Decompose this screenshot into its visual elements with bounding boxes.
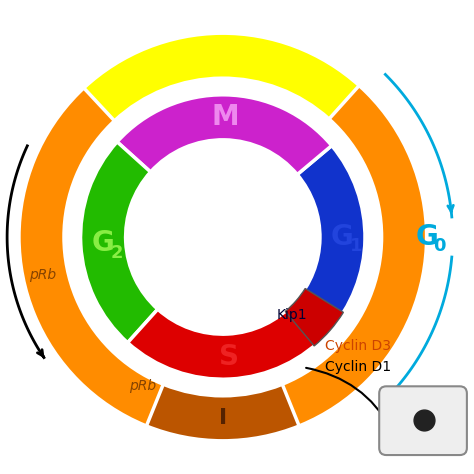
Text: I: I bbox=[219, 408, 227, 428]
Text: G: G bbox=[331, 223, 354, 251]
Text: pRb: pRb bbox=[29, 268, 56, 282]
Wedge shape bbox=[285, 289, 343, 346]
Text: Kip1: Kip1 bbox=[276, 308, 307, 322]
Text: M: M bbox=[209, 42, 237, 70]
Text: S: S bbox=[219, 343, 239, 371]
Wedge shape bbox=[84, 33, 359, 121]
Text: Cyclin D3: Cyclin D3 bbox=[325, 339, 391, 353]
Text: G: G bbox=[92, 229, 115, 257]
Wedge shape bbox=[295, 146, 365, 332]
Text: 2: 2 bbox=[110, 244, 123, 262]
Wedge shape bbox=[81, 142, 158, 343]
Text: pRb: pRb bbox=[128, 379, 156, 393]
Text: Cyclin D1: Cyclin D1 bbox=[325, 360, 391, 374]
Wedge shape bbox=[19, 33, 427, 441]
Wedge shape bbox=[146, 384, 299, 441]
Wedge shape bbox=[128, 302, 328, 379]
Text: G: G bbox=[415, 223, 438, 251]
Wedge shape bbox=[117, 95, 332, 174]
Text: 1: 1 bbox=[349, 237, 362, 255]
FancyBboxPatch shape bbox=[379, 386, 467, 455]
Text: 0: 0 bbox=[434, 237, 446, 255]
Text: M: M bbox=[211, 103, 239, 131]
